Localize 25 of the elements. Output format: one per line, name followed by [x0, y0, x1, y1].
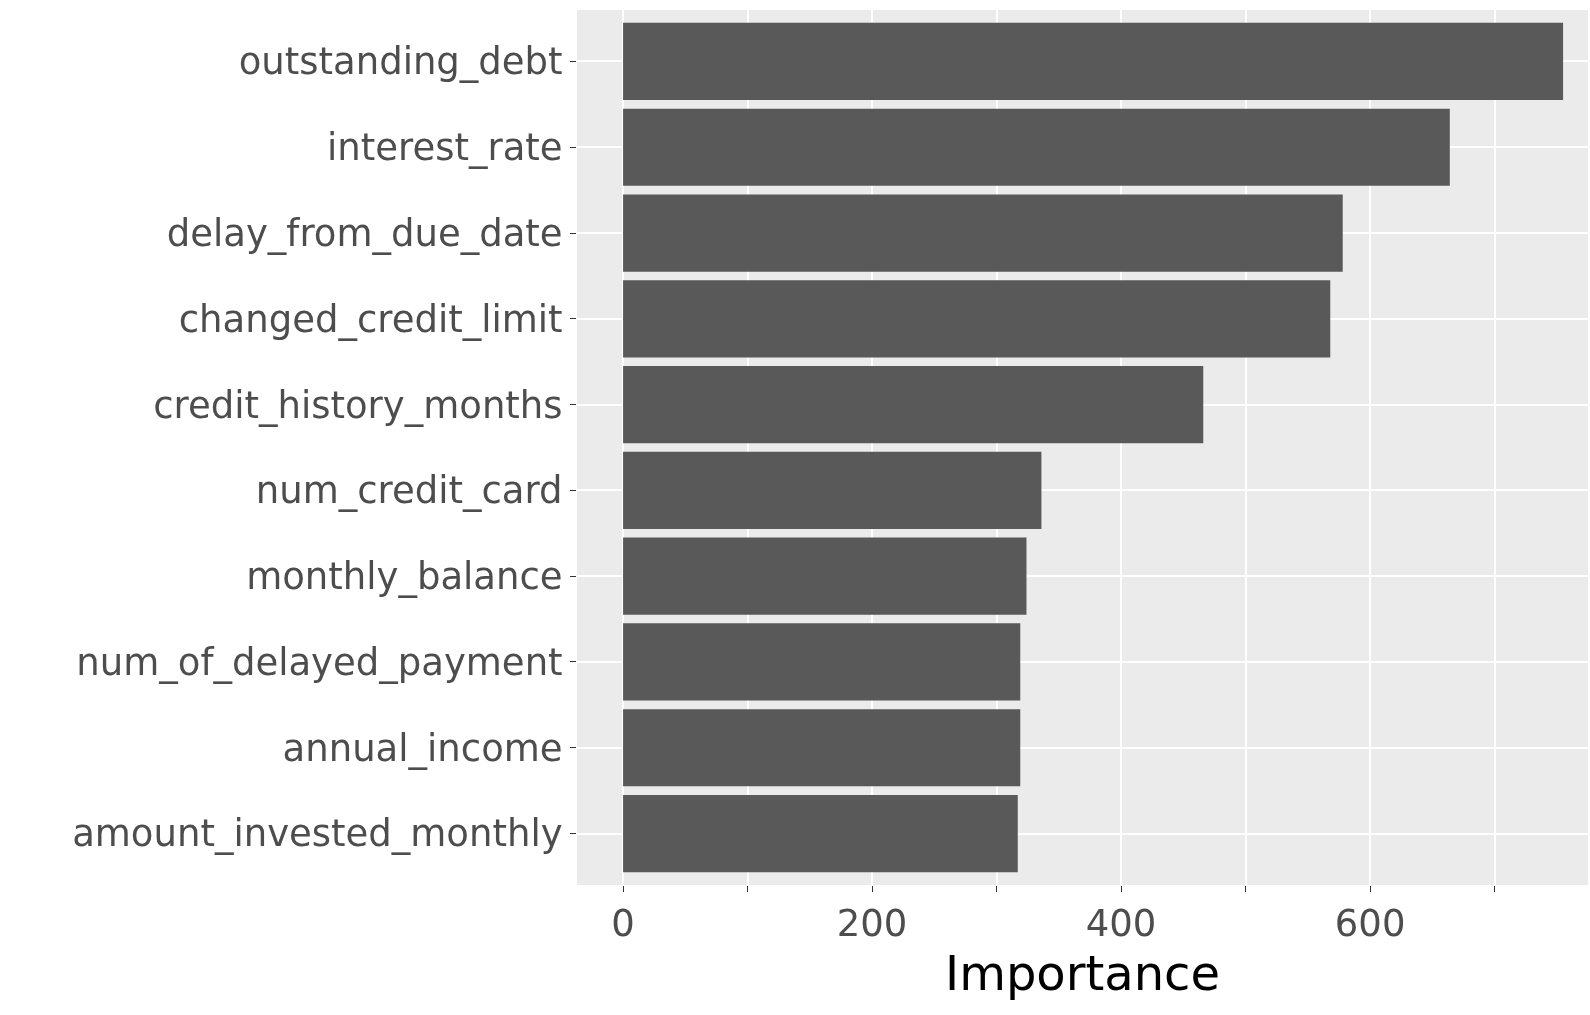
bar	[623, 108, 1450, 186]
x-tick-label: 200	[836, 902, 908, 946]
x-tick-label: 400	[1085, 902, 1157, 946]
bar	[623, 366, 1204, 444]
bar	[623, 537, 1027, 615]
bar	[623, 794, 1018, 873]
y-tick-label: amount_invested_monthly	[72, 812, 563, 856]
bar	[623, 709, 1021, 787]
bar	[623, 623, 1021, 701]
x-tick-label: 600	[1334, 902, 1406, 946]
y-tick-label: interest_rate	[326, 126, 563, 170]
y-tick-label: credit_history_months	[153, 383, 563, 427]
x-tick-label: 0	[611, 902, 635, 946]
bar	[623, 22, 1564, 101]
y-tick-label: outstanding_debt	[238, 40, 563, 84]
y-tick-label: delay_from_due_date	[166, 211, 563, 255]
y-tick-label: annual_income	[282, 726, 563, 770]
y-tick-label: monthly_balance	[246, 555, 563, 599]
x-axis-title: Importance	[944, 945, 1221, 1002]
y-tick-label: changed_credit_limit	[178, 297, 563, 341]
bar	[623, 194, 1343, 272]
bar	[623, 451, 1042, 529]
bar	[623, 280, 1331, 358]
y-tick-label: num_of_delayed_payment	[76, 640, 563, 684]
y-tick-label: num_credit_card	[255, 469, 563, 513]
